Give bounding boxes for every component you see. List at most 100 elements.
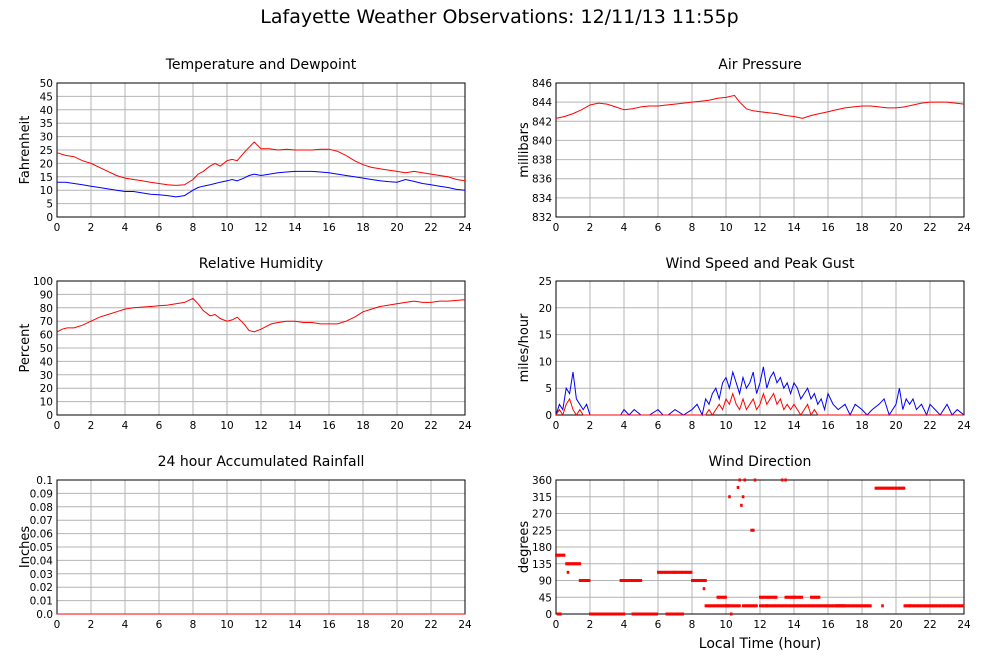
direction-point <box>798 595 801 599</box>
direction-point <box>559 553 562 557</box>
direction-point <box>847 604 850 608</box>
wind-frame <box>555 280 965 416</box>
wind-ytick-label: 10 <box>539 356 552 368</box>
direction-point <box>759 595 762 599</box>
direction-point <box>903 486 906 490</box>
direction-point <box>802 604 805 608</box>
direction-ytick-label: 315 <box>532 492 552 504</box>
rain-xtick-label: 20 <box>390 619 403 631</box>
direction-point <box>846 604 849 608</box>
temp-ytick-label: 30 <box>40 132 53 144</box>
direction-point <box>653 612 656 616</box>
pressure-xtick-label: 6 <box>655 222 662 234</box>
wind-ytick-label: 25 <box>539 276 552 288</box>
direction-point <box>783 604 786 608</box>
humidity-xtick-label: 6 <box>156 420 163 432</box>
temp-ytick-label: 15 <box>40 172 53 184</box>
direction-point <box>605 612 608 616</box>
direction-point <box>560 553 563 557</box>
direction-point <box>780 478 784 482</box>
direction-point <box>703 579 706 582</box>
wind-title: Wind Speed and Peak Gust <box>666 256 855 272</box>
direction-point <box>880 486 883 490</box>
direction-point <box>642 612 645 616</box>
direction-point <box>621 612 624 616</box>
direction-point <box>556 553 559 557</box>
pressure-xtick-label: 8 <box>689 222 696 234</box>
temp-xtick-label: 22 <box>424 222 437 234</box>
direction-ytick-label: 135 <box>532 559 552 571</box>
direction-point <box>771 604 774 608</box>
direction-point <box>630 579 633 582</box>
direction-ytick-label: 360 <box>532 475 552 487</box>
direction-point <box>744 604 747 608</box>
direction-point <box>716 595 719 599</box>
direction-point <box>668 612 671 616</box>
direction-point <box>569 562 572 566</box>
rain-xtick-label: 6 <box>156 619 163 631</box>
wind-xtick-label: 4 <box>621 420 628 432</box>
direction-point <box>786 604 789 608</box>
temp-ytick-label: 0 <box>46 212 53 224</box>
direction-point <box>795 604 798 608</box>
humidity-xtick-label: 10 <box>220 420 233 432</box>
direction-point <box>829 604 832 608</box>
direction-point <box>595 612 598 616</box>
direction-point <box>623 612 626 616</box>
direction-point <box>959 604 962 608</box>
direction-point <box>659 570 662 574</box>
direction-point <box>886 486 890 490</box>
direction-frame <box>555 479 965 615</box>
direction-point <box>793 604 796 608</box>
direction-point <box>755 604 758 608</box>
direction-point <box>763 595 766 599</box>
direction-point <box>900 486 903 490</box>
pressure-ytick-label: 834 <box>532 193 552 205</box>
temp-xtick-label: 12 <box>254 222 267 234</box>
direction-point <box>892 486 895 490</box>
direction-point <box>715 604 718 608</box>
wind-xtick-label: 6 <box>655 420 662 432</box>
direction-point <box>594 612 597 616</box>
direction-point <box>641 612 644 616</box>
direction-point <box>655 612 659 616</box>
humidity-ytick-label: 40 <box>40 356 53 368</box>
wind-xtick-label: 0 <box>553 420 560 432</box>
direction-point <box>720 604 724 608</box>
direction-point <box>784 604 788 608</box>
direction-point <box>578 579 581 582</box>
temp-ytick-label: 35 <box>40 118 53 130</box>
pressure-xtick-label: 2 <box>587 222 594 234</box>
wind-ytick-label: 5 <box>545 383 552 395</box>
pressure-xtick-label: 0 <box>553 222 560 234</box>
temp-ytick-label: 20 <box>40 158 53 170</box>
direction-point <box>711 604 714 608</box>
pressure-ytick-label: 840 <box>532 135 552 147</box>
direction-point <box>901 486 904 490</box>
direction-point <box>721 595 725 599</box>
direction-point <box>728 495 731 499</box>
direction-point <box>620 579 624 582</box>
direction-point <box>555 553 558 557</box>
direction-point <box>586 579 590 582</box>
direction-point <box>791 604 794 608</box>
direction-point <box>936 604 939 608</box>
direction-point <box>622 579 625 582</box>
direction-point <box>719 595 722 599</box>
direction-point <box>857 604 860 608</box>
temp-xtick-label: 24 <box>458 222 472 234</box>
humidity-frame <box>56 280 466 416</box>
direction-point <box>955 604 958 608</box>
direction-point <box>821 604 824 608</box>
direction-point <box>930 604 933 608</box>
direction-point <box>945 604 948 608</box>
direction-point <box>700 579 703 582</box>
direction-point <box>697 579 700 582</box>
direction-point <box>822 604 825 608</box>
direction-point <box>654 612 657 616</box>
pressure-xtick-label: 14 <box>787 222 801 234</box>
humidity-xtick-label: 12 <box>254 420 267 432</box>
direction-point <box>910 604 913 608</box>
humidity-ytick-label: 70 <box>40 316 53 328</box>
